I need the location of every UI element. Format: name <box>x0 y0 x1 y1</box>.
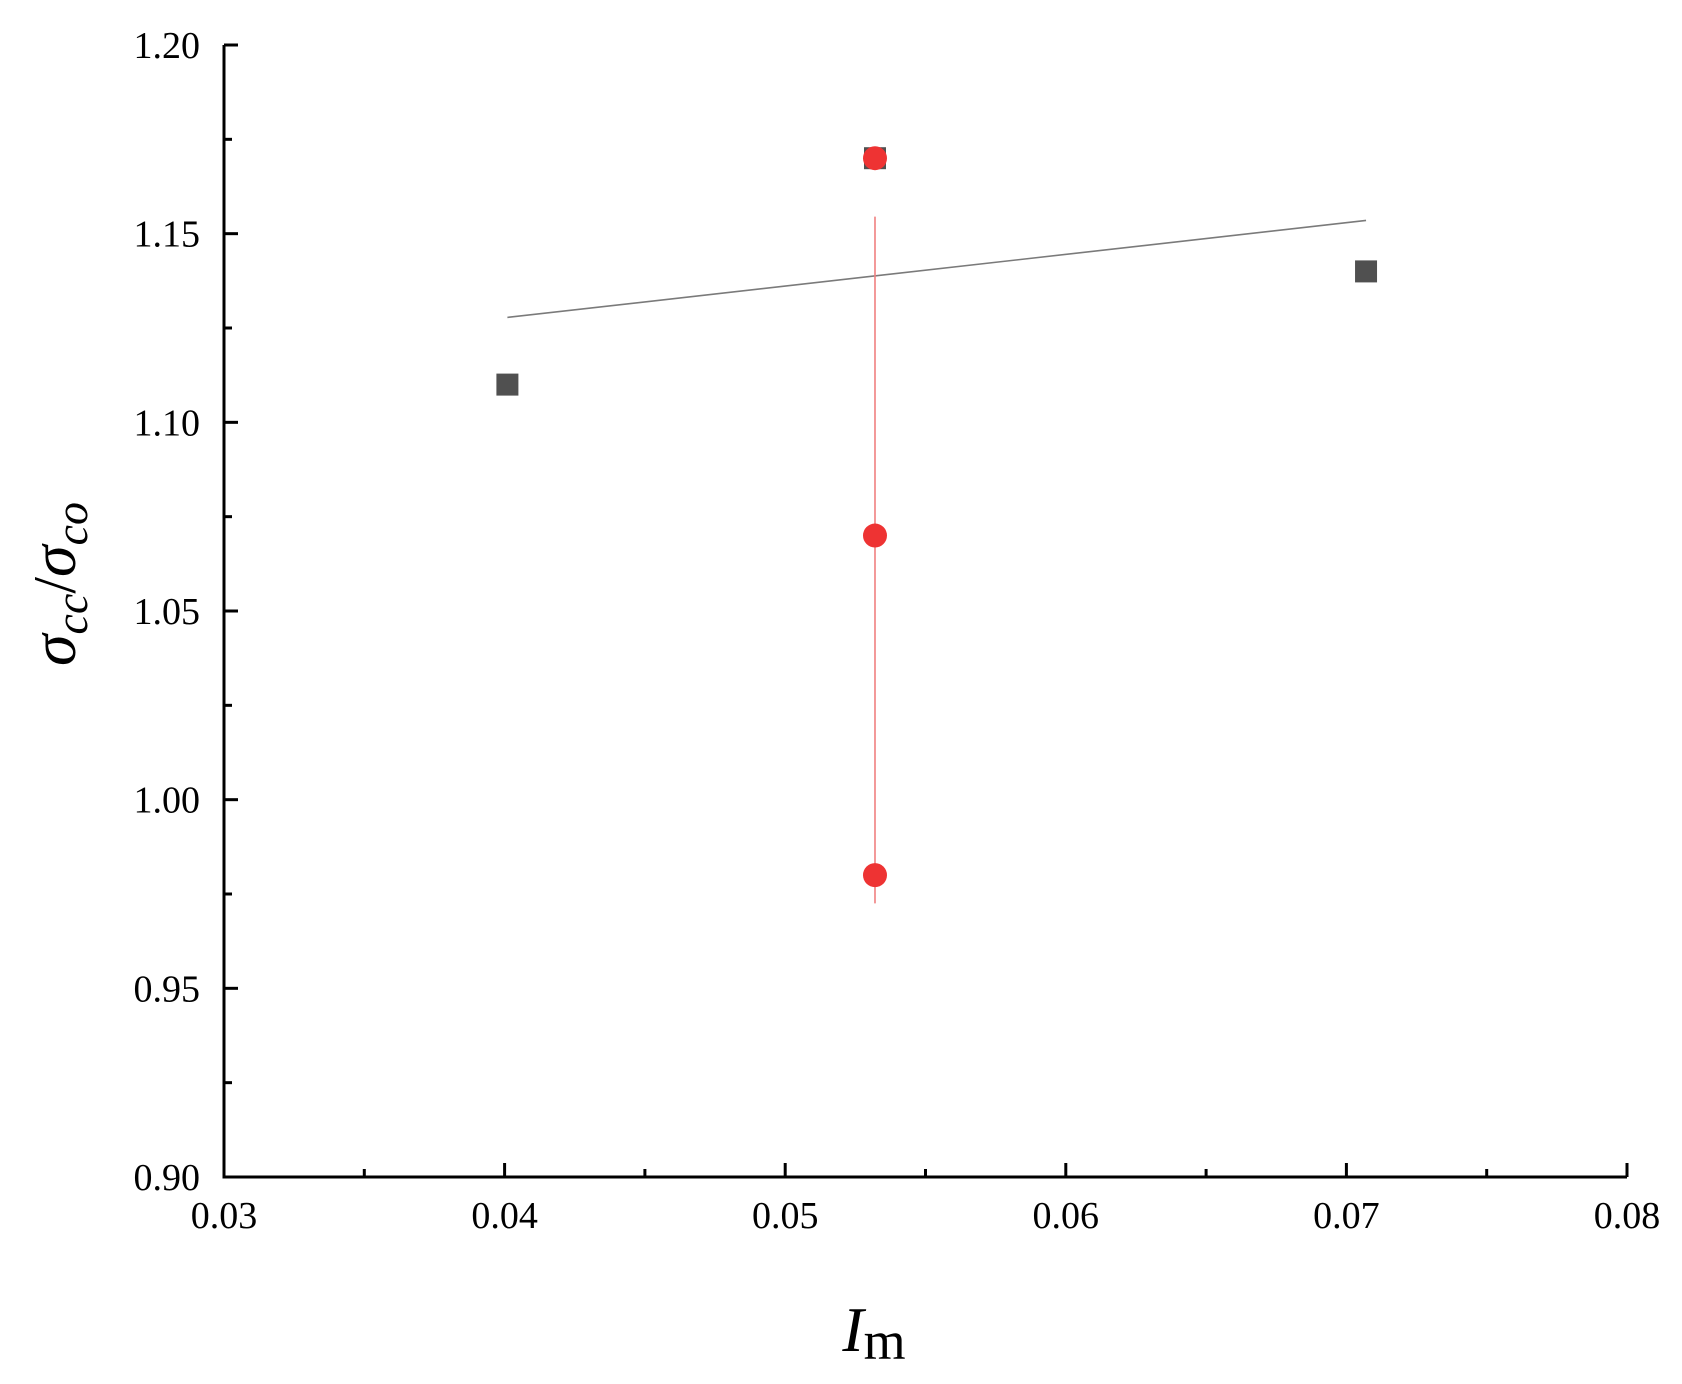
y-axis-title: σcc/σco <box>18 502 97 666</box>
data-point-square <box>496 373 519 396</box>
fit-line-series-1 <box>507 219 1367 319</box>
x-axis-title: Im <box>841 1294 905 1371</box>
y-tick-label: 0.95 <box>134 968 201 1010</box>
y-axis-title-sym1: σ <box>18 632 89 666</box>
x-tick-label: 0.05 <box>752 1195 819 1237</box>
data-point-circle <box>862 146 887 171</box>
data-point-circle <box>862 523 887 548</box>
y-tick-label: 1.00 <box>134 780 201 822</box>
y-axis-title-sub2: co <box>46 502 97 545</box>
x-tick-label: 0.04 <box>471 1195 538 1237</box>
axes: 0.03 0.04 0.05 0.06 0.07 0.08 0.90 0.95 1.00 1.0… <box>134 25 1661 1237</box>
x-tick-label: 0.06 <box>1033 1195 1100 1237</box>
x-axis-title-sub: m <box>864 1311 906 1371</box>
y-tick-label: 0.90 <box>134 1157 201 1199</box>
x-ticks: 0.03 0.04 0.05 0.06 0.07 0.08 <box>191 1163 1661 1237</box>
x-tick-label: 0.08 <box>1594 1195 1661 1237</box>
y-ticks: 0.90 0.95 1.00 1.05 1.10 1.15 1.20 <box>134 25 238 1199</box>
y-axis-title-sym2: σ <box>18 543 89 577</box>
data-markers <box>496 146 1378 888</box>
data-point-square <box>1355 260 1378 283</box>
data-point-circle <box>862 863 887 888</box>
x-tick-label: 0.07 <box>1313 1195 1380 1237</box>
y-tick-label: 1.10 <box>134 402 201 444</box>
x-tick-label: 0.03 <box>191 1195 258 1237</box>
fit-lines <box>507 216 1367 904</box>
y-tick-label: 1.15 <box>134 214 201 256</box>
y-axis-title-sep: / <box>22 577 88 594</box>
x-axis-title-main: I <box>841 1294 866 1365</box>
y-tick-label: 1.20 <box>134 25 201 67</box>
y-tick-label: 1.05 <box>134 591 201 633</box>
y-axis-title-sub1: cc <box>46 594 97 635</box>
